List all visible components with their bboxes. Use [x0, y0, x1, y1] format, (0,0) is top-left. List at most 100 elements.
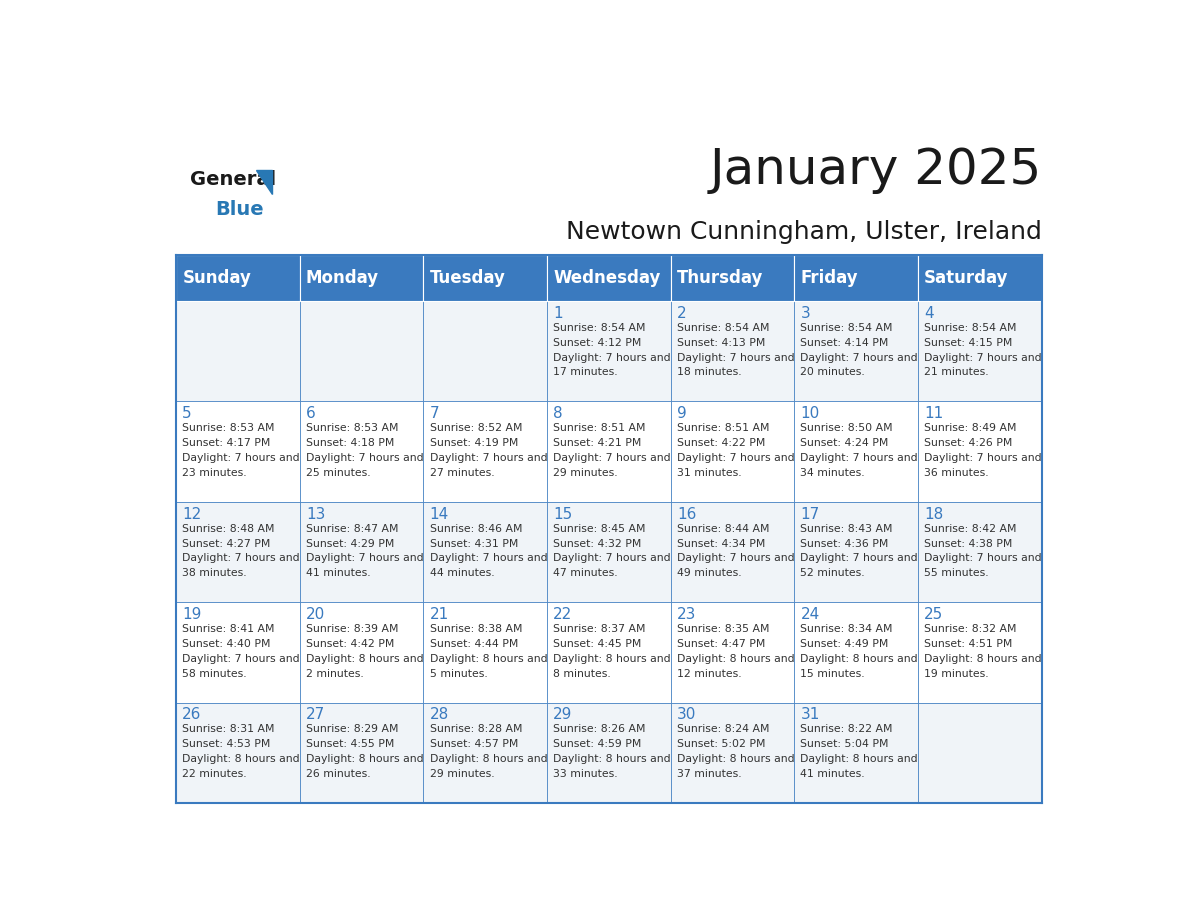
FancyBboxPatch shape: [423, 502, 546, 602]
Text: Daylight: 8 hours and: Daylight: 8 hours and: [307, 754, 424, 764]
FancyBboxPatch shape: [918, 301, 1042, 401]
Text: Sunrise: 8:54 AM: Sunrise: 8:54 AM: [677, 323, 770, 333]
FancyBboxPatch shape: [546, 502, 671, 602]
Text: 17: 17: [801, 507, 820, 521]
Text: 4: 4: [924, 306, 934, 321]
Text: Sunset: 4:34 PM: Sunset: 4:34 PM: [677, 539, 765, 549]
Text: Monday: Monday: [307, 269, 379, 287]
Text: 9: 9: [677, 407, 687, 421]
Text: Sunset: 4:40 PM: Sunset: 4:40 PM: [182, 639, 271, 649]
Text: Sunrise: 8:42 AM: Sunrise: 8:42 AM: [924, 523, 1017, 533]
Text: Sunrise: 8:39 AM: Sunrise: 8:39 AM: [307, 624, 398, 634]
Text: 8 minutes.: 8 minutes.: [554, 668, 611, 678]
FancyBboxPatch shape: [176, 401, 299, 502]
FancyBboxPatch shape: [918, 602, 1042, 702]
Text: Sunset: 4:44 PM: Sunset: 4:44 PM: [430, 639, 518, 649]
Text: 31: 31: [801, 708, 820, 722]
Text: 10: 10: [801, 407, 820, 421]
Text: 13: 13: [307, 507, 326, 521]
Text: 21: 21: [430, 607, 449, 622]
Text: Sunset: 4:18 PM: Sunset: 4:18 PM: [307, 438, 394, 448]
Text: 22: 22: [554, 607, 573, 622]
Text: 23: 23: [677, 607, 696, 622]
Text: Sunrise: 8:34 AM: Sunrise: 8:34 AM: [801, 624, 893, 634]
FancyBboxPatch shape: [918, 502, 1042, 602]
FancyBboxPatch shape: [176, 301, 299, 401]
FancyBboxPatch shape: [671, 602, 795, 702]
Text: 18 minutes.: 18 minutes.: [677, 367, 741, 377]
Text: 55 minutes.: 55 minutes.: [924, 568, 988, 578]
Text: 27 minutes.: 27 minutes.: [430, 468, 494, 478]
FancyBboxPatch shape: [423, 702, 546, 803]
Text: Tuesday: Tuesday: [430, 269, 505, 287]
Text: 41 minutes.: 41 minutes.: [307, 568, 371, 578]
Text: 11: 11: [924, 407, 943, 421]
Text: Daylight: 7 hours and: Daylight: 7 hours and: [554, 353, 671, 363]
Text: Sunset: 5:02 PM: Sunset: 5:02 PM: [677, 739, 765, 749]
Text: Sunset: 4:51 PM: Sunset: 4:51 PM: [924, 639, 1012, 649]
FancyBboxPatch shape: [918, 255, 1042, 301]
Text: Sunset: 4:19 PM: Sunset: 4:19 PM: [430, 438, 518, 448]
Text: Daylight: 8 hours and: Daylight: 8 hours and: [924, 654, 1042, 664]
FancyBboxPatch shape: [795, 602, 918, 702]
Text: January 2025: January 2025: [709, 145, 1042, 194]
Text: 16: 16: [677, 507, 696, 521]
Text: 2 minutes.: 2 minutes.: [307, 668, 364, 678]
Text: Sunrise: 8:54 AM: Sunrise: 8:54 AM: [554, 323, 646, 333]
Text: Daylight: 7 hours and: Daylight: 7 hours and: [430, 554, 548, 564]
Text: Sunset: 4:29 PM: Sunset: 4:29 PM: [307, 539, 394, 549]
Text: Sunrise: 8:45 AM: Sunrise: 8:45 AM: [554, 523, 646, 533]
Text: 25: 25: [924, 607, 943, 622]
Text: Daylight: 7 hours and: Daylight: 7 hours and: [430, 453, 548, 463]
Polygon shape: [257, 170, 272, 194]
FancyBboxPatch shape: [176, 502, 299, 602]
Text: Sunset: 4:14 PM: Sunset: 4:14 PM: [801, 338, 889, 348]
Text: 38 minutes.: 38 minutes.: [182, 568, 247, 578]
Text: 49 minutes.: 49 minutes.: [677, 568, 741, 578]
Text: Daylight: 7 hours and: Daylight: 7 hours and: [677, 353, 795, 363]
Text: Daylight: 8 hours and: Daylight: 8 hours and: [554, 754, 671, 764]
Text: 34 minutes.: 34 minutes.: [801, 468, 865, 478]
Text: Sunrise: 8:29 AM: Sunrise: 8:29 AM: [307, 724, 398, 734]
Text: Sunrise: 8:53 AM: Sunrise: 8:53 AM: [307, 423, 398, 433]
Text: Thursday: Thursday: [677, 269, 763, 287]
Text: 23 minutes.: 23 minutes.: [182, 468, 247, 478]
Text: Sunrise: 8:38 AM: Sunrise: 8:38 AM: [430, 624, 522, 634]
Text: 6: 6: [307, 407, 316, 421]
Text: 25 minutes.: 25 minutes.: [307, 468, 371, 478]
Text: Sunrise: 8:48 AM: Sunrise: 8:48 AM: [182, 523, 274, 533]
Text: Daylight: 7 hours and: Daylight: 7 hours and: [677, 554, 795, 564]
FancyBboxPatch shape: [671, 301, 795, 401]
Text: 58 minutes.: 58 minutes.: [182, 668, 247, 678]
Text: Sunset: 4:26 PM: Sunset: 4:26 PM: [924, 438, 1012, 448]
Text: Sunset: 4:45 PM: Sunset: 4:45 PM: [554, 639, 642, 649]
Text: Sunrise: 8:51 AM: Sunrise: 8:51 AM: [677, 423, 770, 433]
Text: Daylight: 7 hours and: Daylight: 7 hours and: [801, 453, 918, 463]
FancyBboxPatch shape: [299, 602, 423, 702]
Text: 29 minutes.: 29 minutes.: [430, 769, 494, 779]
FancyBboxPatch shape: [423, 602, 546, 702]
Text: Sunset: 4:13 PM: Sunset: 4:13 PM: [677, 338, 765, 348]
FancyBboxPatch shape: [546, 702, 671, 803]
Text: 28: 28: [430, 708, 449, 722]
Text: Daylight: 8 hours and: Daylight: 8 hours and: [801, 754, 918, 764]
Text: 26: 26: [182, 708, 202, 722]
Text: Sunrise: 8:52 AM: Sunrise: 8:52 AM: [430, 423, 522, 433]
Text: 30: 30: [677, 708, 696, 722]
FancyBboxPatch shape: [795, 301, 918, 401]
Text: Daylight: 7 hours and: Daylight: 7 hours and: [554, 453, 671, 463]
Text: 5: 5: [182, 407, 192, 421]
Text: 15 minutes.: 15 minutes.: [801, 668, 865, 678]
FancyBboxPatch shape: [423, 401, 546, 502]
Text: Daylight: 7 hours and: Daylight: 7 hours and: [924, 554, 1042, 564]
FancyBboxPatch shape: [546, 255, 671, 301]
Text: Sunset: 4:32 PM: Sunset: 4:32 PM: [554, 539, 642, 549]
Text: 27: 27: [307, 708, 326, 722]
Text: 44 minutes.: 44 minutes.: [430, 568, 494, 578]
Text: Sunset: 5:04 PM: Sunset: 5:04 PM: [801, 739, 889, 749]
Text: Daylight: 7 hours and: Daylight: 7 hours and: [182, 654, 299, 664]
Text: 24: 24: [801, 607, 820, 622]
Text: 36 minutes.: 36 minutes.: [924, 468, 988, 478]
Text: Daylight: 7 hours and: Daylight: 7 hours and: [182, 453, 299, 463]
Text: Sunrise: 8:31 AM: Sunrise: 8:31 AM: [182, 724, 274, 734]
